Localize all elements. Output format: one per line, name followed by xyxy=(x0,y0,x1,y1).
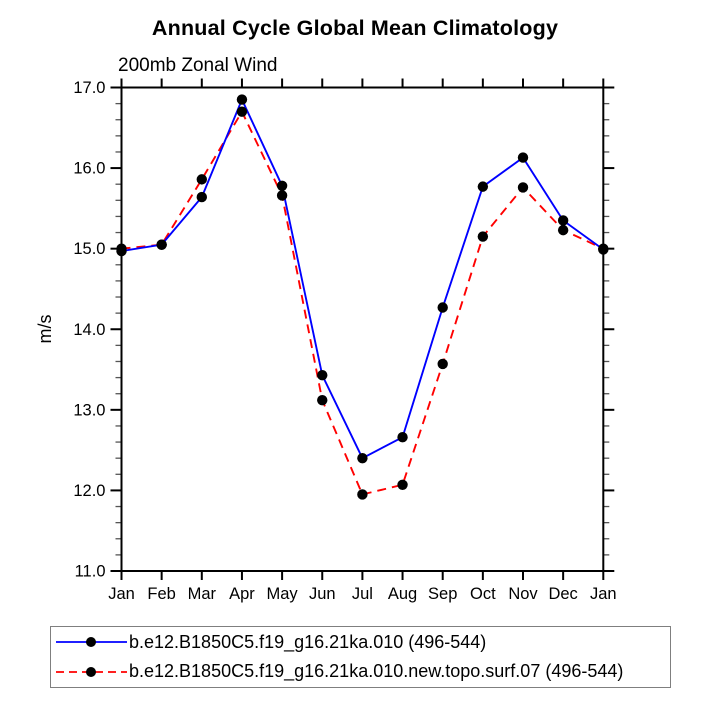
x-tick-label: Jun xyxy=(309,585,336,603)
chart-subtitle: 200mb Zonal Wind xyxy=(118,55,278,76)
data-point-marker xyxy=(477,231,489,242)
y-tick-label: 16.0 xyxy=(73,160,105,178)
data-point-marker xyxy=(236,106,248,117)
x-tick-label: Nov xyxy=(508,585,538,603)
data-point-marker xyxy=(357,489,368,500)
y-tick-label: 15.0 xyxy=(73,240,105,258)
data-point-marker xyxy=(517,182,529,193)
series-line xyxy=(121,97,604,460)
data-point-marker xyxy=(557,224,569,236)
legend-item-label: b.e12.B1850C5.f19_g16.21ka.010.new.topo.… xyxy=(129,661,624,682)
y-axis-title: m/s xyxy=(35,315,55,344)
x-tick-label: Feb xyxy=(147,585,175,603)
x-tick-label: Aug xyxy=(388,585,417,603)
data-point-marker xyxy=(477,181,489,192)
legend-marker-icon xyxy=(86,637,96,648)
x-tick-label: Oct xyxy=(470,585,496,603)
y-tick-label: 12.0 xyxy=(73,482,105,500)
data-point-marker xyxy=(557,215,569,226)
data-point-marker xyxy=(196,174,207,185)
y-tick-label: 17.0 xyxy=(73,79,105,97)
x-tick-label: Apr xyxy=(229,585,255,603)
data-point-marker xyxy=(156,239,167,250)
data-point-marker xyxy=(276,190,288,201)
data-point-marker xyxy=(236,94,248,105)
x-tick-label: Dec xyxy=(548,585,577,603)
y-tick-label: 11.0 xyxy=(75,563,106,581)
data-point-marker xyxy=(317,394,328,406)
data-point-marker xyxy=(116,243,127,254)
x-tick-label: Sep xyxy=(428,585,457,603)
legend-item: b.e12.B1850C5.f19_g16.21ka.010 (496-544) xyxy=(54,628,670,656)
data-point-marker xyxy=(196,191,207,203)
y-tick-label: 13.0 xyxy=(73,401,105,419)
x-tick-label: Mar xyxy=(188,585,217,603)
x-tick-label: Jan xyxy=(108,585,135,603)
data-point-marker xyxy=(276,180,288,192)
data-point-marker xyxy=(437,358,448,370)
data-point-marker xyxy=(517,152,529,163)
x-tick-label: Jan xyxy=(590,585,617,603)
data-point-marker xyxy=(357,452,368,464)
data-point-marker xyxy=(598,243,609,254)
data-point-marker xyxy=(397,479,408,490)
legend-item-label: b.e12.B1850C5.f19_g16.21ka.010 (496-544) xyxy=(129,631,487,652)
y-tick-label: 14.0 xyxy=(73,321,105,339)
data-point-marker xyxy=(317,369,328,381)
x-tick-label: May xyxy=(267,585,299,603)
x-tick-label: Jul xyxy=(352,585,373,603)
legend-item: b.e12.B1850C5.f19_g16.21ka.010.new.topo.… xyxy=(54,658,670,686)
page-title: Annual Cycle Global Mean Climatology xyxy=(151,16,559,40)
plot-border xyxy=(120,86,605,572)
data-point-marker xyxy=(397,432,408,443)
legend-solid-line-icon xyxy=(56,637,127,648)
legend-dashed-line-icon xyxy=(56,666,127,677)
legend: b.e12.B1850C5.f19_g16.21ka.010 (496-544)… xyxy=(50,626,671,688)
data-point-marker xyxy=(437,302,448,313)
legend-marker-icon xyxy=(86,666,96,677)
